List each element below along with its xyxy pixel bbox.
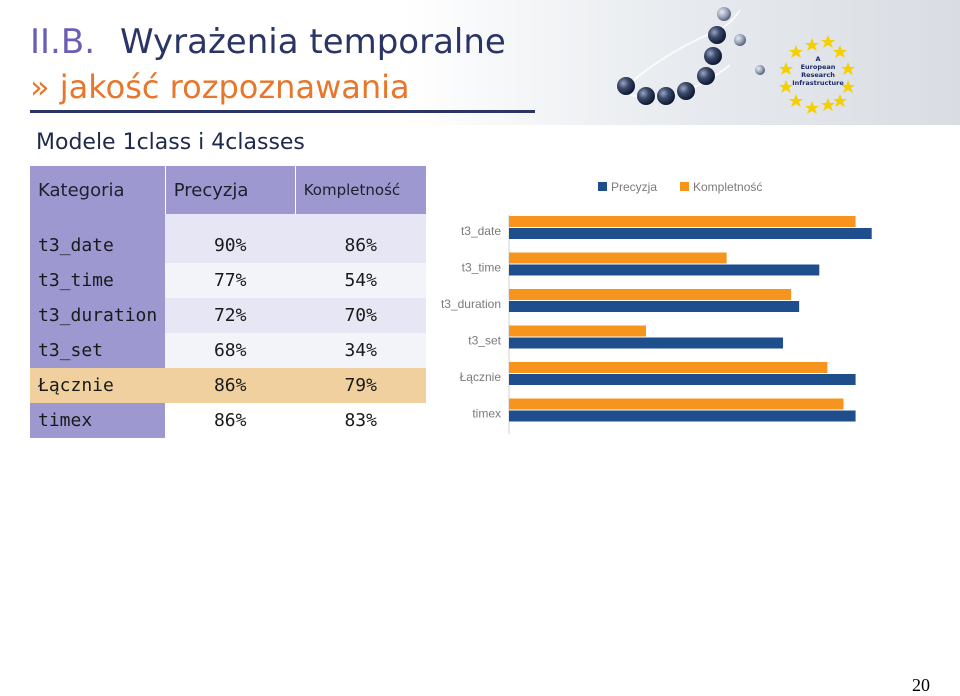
row-precision: 90% bbox=[165, 228, 296, 263]
page-number: 20 bbox=[912, 675, 930, 695]
logo-text-3: Research bbox=[801, 71, 835, 79]
logo-text-1: A bbox=[815, 55, 820, 63]
category-label-3: t3_set bbox=[468, 334, 501, 348]
bar-precyzja-0 bbox=[509, 228, 872, 239]
row-recall: 86% bbox=[295, 228, 427, 263]
network-dots-icon: A European Research Infrastructure bbox=[617, 7, 855, 114]
table-row: t3_time 77% 54% bbox=[30, 263, 427, 298]
table-row: timex 86% 83% bbox=[30, 403, 427, 438]
title-prefix: II.B. bbox=[30, 22, 95, 62]
row-precision: 86% bbox=[165, 403, 296, 438]
legend-swatch-precyzja bbox=[598, 182, 607, 191]
bar-precyzja-1 bbox=[509, 264, 820, 276]
category-label-4: Łącznie bbox=[460, 370, 502, 384]
bar-precyzja-4 bbox=[509, 374, 856, 385]
row-recall: 54% bbox=[295, 263, 427, 298]
bar-kompletnosc-3 bbox=[509, 325, 647, 337]
header-precision: Precyzja bbox=[165, 166, 296, 214]
row-category: timex bbox=[30, 403, 166, 438]
section-heading: Modele 1class i 4classes bbox=[36, 130, 305, 155]
bar-precyzja-3 bbox=[509, 337, 784, 349]
x-tick-label-6: 60 bbox=[744, 457, 758, 460]
title-underline bbox=[30, 110, 535, 113]
header-background bbox=[0, 0, 960, 125]
table-row: t3_date 90% 86% bbox=[30, 228, 427, 263]
row-recall: 79% bbox=[295, 368, 427, 403]
row-precision: 68% bbox=[165, 333, 296, 368]
table-row: t3_duration 72% 70% bbox=[30, 298, 427, 333]
row-precision: 72% bbox=[165, 298, 296, 333]
table-total-row: Łącznie 86% 79% bbox=[30, 368, 427, 403]
row-category: Łącznie bbox=[30, 368, 166, 403]
category-label-1: t3_time bbox=[462, 261, 502, 275]
table-row: t3_set 68% 34% bbox=[30, 333, 427, 368]
x-tick-label-5: 50 bbox=[703, 457, 717, 460]
legend-label-kompletnosc: Kompletność bbox=[693, 180, 762, 194]
row-recall: 70% bbox=[295, 298, 427, 333]
eu-flag-stars-icon bbox=[779, 35, 855, 114]
row-category: t3_date bbox=[30, 228, 166, 263]
slide-title: Wyrażenia temporalne bbox=[120, 22, 506, 62]
bar-precyzja-2 bbox=[509, 301, 800, 312]
row-precision: 77% bbox=[165, 263, 296, 298]
x-tick-label-9: 90 bbox=[864, 457, 878, 460]
x-tick-label-7: 70 bbox=[784, 457, 798, 460]
x-tick-label-8: 80 bbox=[824, 457, 838, 460]
category-label-5: timex bbox=[472, 407, 501, 421]
table-spacer-row bbox=[30, 214, 427, 228]
x-tick-label-3: 30 bbox=[623, 457, 637, 460]
table-header-row: Kategoria Precyzja Kompletność bbox=[30, 166, 427, 214]
legend-label-precyzja: Precyzja bbox=[611, 180, 657, 194]
category-label-0: t3_date bbox=[461, 224, 501, 238]
row-recall: 34% bbox=[295, 333, 427, 368]
slide-subtitle: » jakość rozpoznawania bbox=[30, 68, 410, 106]
category-label-2: t3_duration bbox=[441, 297, 501, 311]
logo-text-2: European bbox=[801, 63, 836, 71]
bar-kompletnosc-2 bbox=[509, 289, 792, 300]
row-category: t3_set bbox=[30, 333, 166, 368]
logo-text-4: Infrastructure bbox=[792, 79, 844, 87]
bar-precyzja-5 bbox=[509, 410, 856, 422]
bar-kompletnosc-0 bbox=[509, 216, 856, 227]
header-recall: Kompletność bbox=[295, 166, 427, 214]
x-tick-label-4: 40 bbox=[663, 457, 677, 460]
legend-swatch-kompletnosc bbox=[680, 182, 689, 191]
results-table: Kategoria Precyzja Kompletność t3_date 9… bbox=[30, 166, 427, 438]
bar-kompletnosc-5 bbox=[509, 398, 844, 410]
x-tick-label-10: 100 bbox=[901, 457, 923, 460]
bar-kompletnosc-4 bbox=[509, 362, 828, 373]
row-category: t3_duration bbox=[30, 298, 166, 333]
header-category: Kategoria bbox=[30, 166, 166, 214]
bar-kompletnosc-1 bbox=[509, 252, 727, 264]
x-tick-label-1: 10 bbox=[542, 457, 556, 460]
row-precision: 86% bbox=[165, 368, 296, 403]
x-tick-label-2: 20 bbox=[582, 457, 596, 460]
row-recall: 83% bbox=[295, 403, 427, 438]
eu-logo: A European Research Infrastructure bbox=[600, 0, 960, 125]
bar-chart: t3_date t3_time t3_duration t3_set Łącznie ti… bbox=[441, 180, 923, 460]
x-tick-label-0: 0 bbox=[505, 457, 512, 460]
row-category: t3_time bbox=[30, 263, 166, 298]
